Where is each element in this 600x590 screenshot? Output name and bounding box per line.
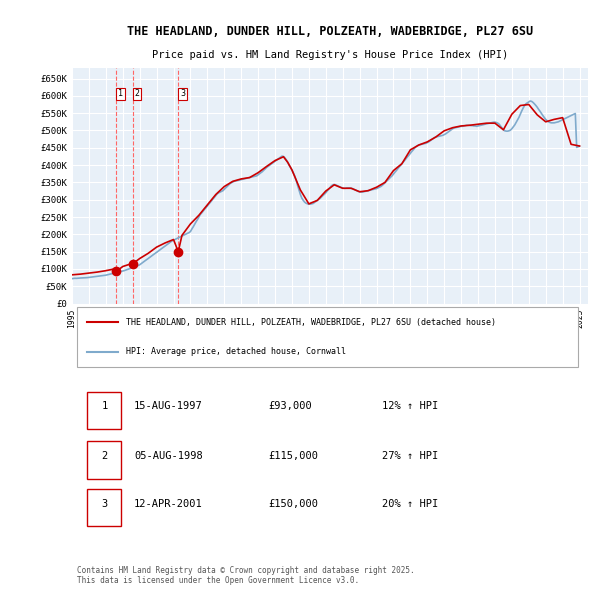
Text: 15-AUG-1997: 15-AUG-1997 xyxy=(134,401,203,411)
FancyBboxPatch shape xyxy=(88,392,121,429)
Text: HPI: Average price, detached house, Cornwall: HPI: Average price, detached house, Corn… xyxy=(126,348,346,356)
Text: 2: 2 xyxy=(101,451,107,461)
FancyBboxPatch shape xyxy=(77,307,578,368)
Text: Price paid vs. HM Land Registry's House Price Index (HPI): Price paid vs. HM Land Registry's House … xyxy=(152,51,508,61)
Text: 12-APR-2001: 12-APR-2001 xyxy=(134,499,203,509)
Text: 1: 1 xyxy=(118,89,123,99)
Text: 2: 2 xyxy=(134,89,139,99)
Text: 3: 3 xyxy=(101,499,107,509)
Text: 20% ↑ HPI: 20% ↑ HPI xyxy=(382,499,438,509)
Text: 05-AUG-1998: 05-AUG-1998 xyxy=(134,451,203,461)
FancyBboxPatch shape xyxy=(88,441,121,478)
Text: 1: 1 xyxy=(101,401,107,411)
Text: £93,000: £93,000 xyxy=(268,401,312,411)
Text: £150,000: £150,000 xyxy=(268,499,318,509)
Text: £115,000: £115,000 xyxy=(268,451,318,461)
FancyBboxPatch shape xyxy=(88,489,121,526)
Text: 12% ↑ HPI: 12% ↑ HPI xyxy=(382,401,438,411)
Text: THE HEADLAND, DUNDER HILL, POLZEATH, WADEBRIDGE, PL27 6SU: THE HEADLAND, DUNDER HILL, POLZEATH, WAD… xyxy=(127,25,533,38)
Text: THE HEADLAND, DUNDER HILL, POLZEATH, WADEBRIDGE, PL27 6SU (detached house): THE HEADLAND, DUNDER HILL, POLZEATH, WAD… xyxy=(126,318,496,327)
Text: 3: 3 xyxy=(180,89,185,99)
Text: 27% ↑ HPI: 27% ↑ HPI xyxy=(382,451,438,461)
Text: Contains HM Land Registry data © Crown copyright and database right 2025.
This d: Contains HM Land Registry data © Crown c… xyxy=(77,566,415,585)
